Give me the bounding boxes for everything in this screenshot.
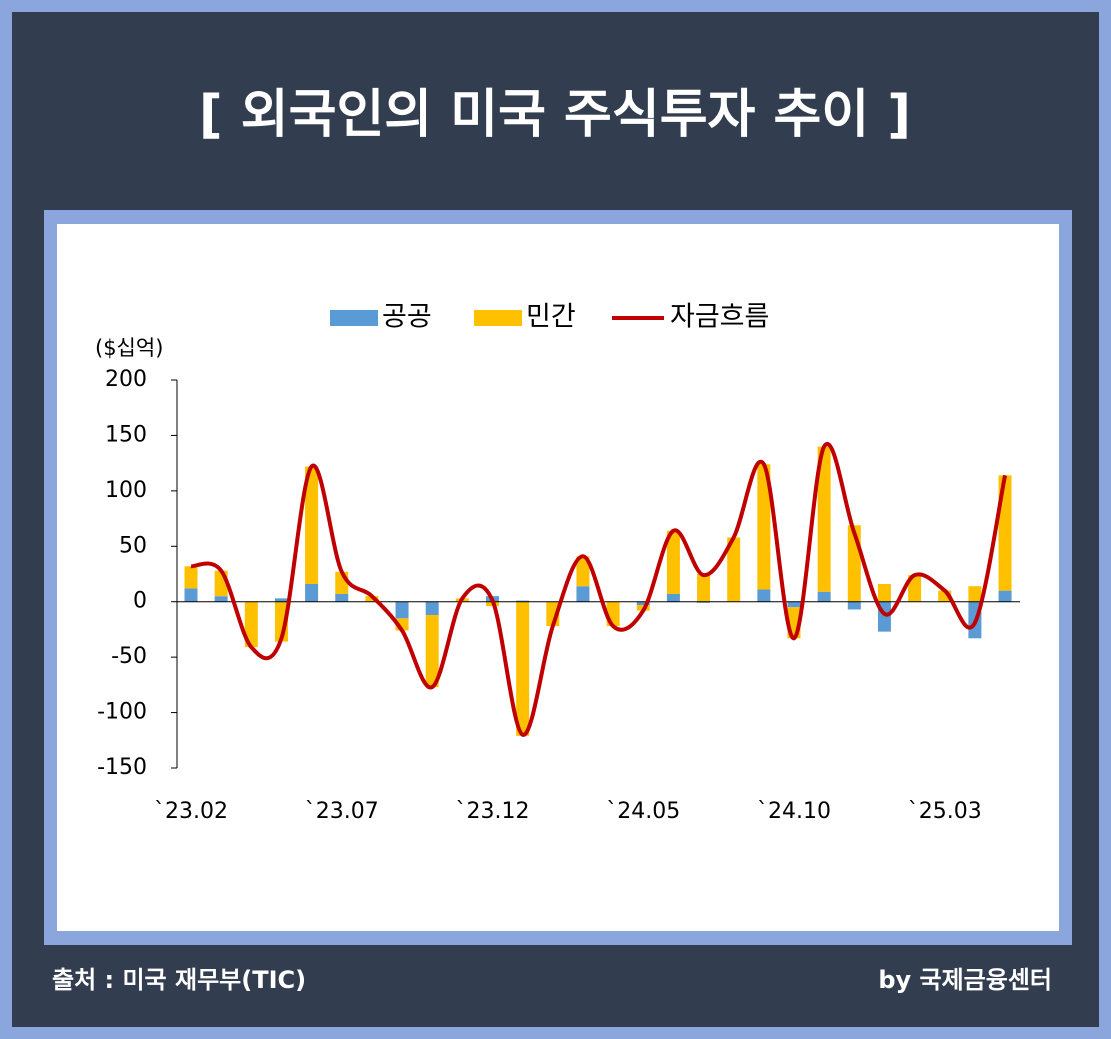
bar	[697, 574, 711, 602]
y-tick-label: -150	[97, 755, 147, 780]
y-tick-label: 150	[105, 422, 147, 447]
bar	[817, 446, 831, 592]
legend-label: 공공	[382, 302, 432, 333]
y-axis-unit: ($십억)	[95, 336, 163, 360]
flow-line	[190, 441, 1008, 737]
bar	[576, 556, 590, 587]
bar	[757, 464, 771, 590]
bar	[214, 596, 228, 602]
bar	[636, 601, 650, 606]
bar	[666, 593, 680, 602]
bar	[847, 601, 861, 610]
x-tick-label: `25.03	[908, 799, 982, 824]
y-tick-label: 200	[105, 367, 147, 392]
bar	[938, 590, 952, 602]
legend-swatch	[474, 310, 522, 326]
bar	[425, 615, 439, 688]
x-tick-label: `23.12	[456, 799, 530, 824]
x-tick-label: `24.10	[757, 799, 831, 824]
bar	[998, 590, 1012, 602]
legend-swatch	[330, 310, 378, 326]
bar	[908, 575, 922, 602]
x-tick-label: `23.02	[154, 799, 228, 824]
bar	[516, 600, 530, 602]
bar	[516, 601, 530, 736]
y-tick-label: -50	[111, 644, 147, 669]
x-tick-label: `23.07	[305, 799, 379, 824]
bar	[274, 598, 288, 602]
credit: by 국제금융센터	[878, 966, 1052, 994]
bar	[697, 601, 711, 603]
bar	[817, 591, 831, 602]
bar	[244, 601, 258, 648]
legend-label: 민간	[526, 302, 576, 333]
bar	[787, 601, 801, 608]
bar	[727, 537, 741, 602]
bar	[877, 583, 891, 602]
y-tick-label: 100	[105, 478, 147, 503]
bar	[395, 601, 409, 619]
bar	[576, 586, 590, 602]
bar	[184, 588, 198, 602]
y-tick-label: -100	[97, 700, 147, 725]
chart-title: [ 외국인의 미국 주식투자 추이 ]	[199, 85, 911, 145]
bar	[305, 466, 319, 584]
bar	[757, 589, 771, 602]
source: 출처 : 미국 재무부(TIC)	[52, 966, 306, 994]
x-tick-label: `24.05	[606, 799, 680, 824]
bar	[425, 601, 439, 616]
bar	[335, 593, 349, 602]
y-tick-label: 0	[133, 589, 147, 614]
bar	[184, 566, 198, 589]
legend-label: 자금흐름	[670, 302, 769, 333]
bar	[968, 586, 982, 602]
bar	[305, 583, 319, 602]
bar	[666, 530, 680, 594]
y-tick-label: 50	[119, 533, 147, 558]
